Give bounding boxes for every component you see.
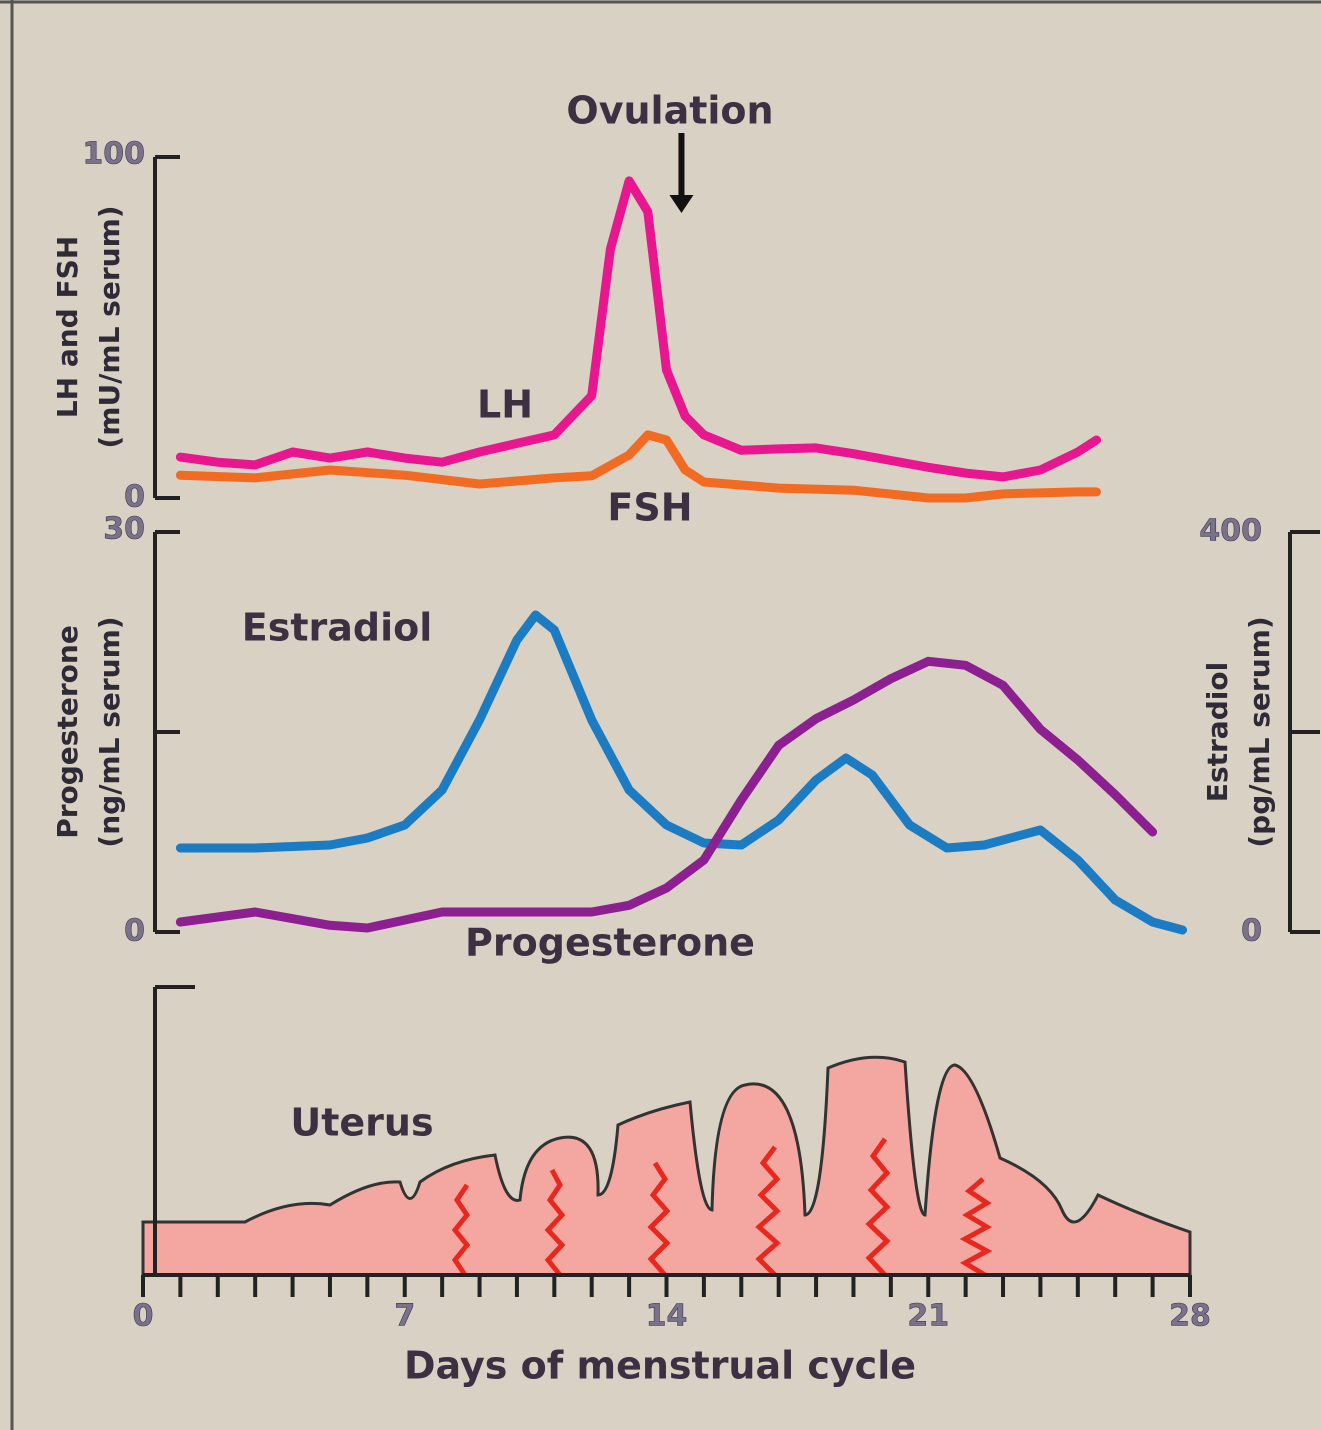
series-label: Progesterone xyxy=(465,921,755,965)
x-tick-label: 21 xyxy=(907,1299,949,1334)
axis-title: LH and FSH xyxy=(51,236,84,418)
uterus-label: Uterus xyxy=(290,1101,433,1145)
x-tick-label: 7 xyxy=(394,1299,415,1334)
x-tick-label: 14 xyxy=(646,1299,688,1334)
series-line xyxy=(180,181,1096,477)
y2-tick-label: 400 xyxy=(1199,514,1262,549)
series-label: LH xyxy=(477,383,533,427)
series-line xyxy=(180,615,1182,930)
axis-title: (mU/mL serum) xyxy=(93,205,126,448)
axis-title: (pg/mL serum) xyxy=(1243,616,1276,847)
y2-tick-label: 0 xyxy=(1241,914,1262,949)
y-tick-label: 30 xyxy=(103,512,145,547)
series-line xyxy=(180,661,1152,928)
x-axis-label: Days of menstrual cycle xyxy=(404,1344,916,1388)
axis-title: Estradiol xyxy=(1201,662,1234,802)
y-tick-label: 0 xyxy=(124,480,145,515)
annotation-arrowhead xyxy=(669,195,693,213)
x-tick-label: 0 xyxy=(133,1299,154,1334)
figure: Ovulation Uterus Days of menstrual cycle… xyxy=(0,0,1321,1430)
y-tick-label: 0 xyxy=(124,914,145,949)
axis-title: Progesterone xyxy=(51,625,84,839)
series-label: FSH xyxy=(607,486,692,530)
x-tick-label: 28 xyxy=(1169,1299,1211,1334)
y-tick-label: 100 xyxy=(82,137,145,172)
axis-title: (ng/mL serum) xyxy=(93,616,126,847)
series-label: Estradiol xyxy=(242,606,432,650)
annotation: Ovulation xyxy=(566,89,773,133)
